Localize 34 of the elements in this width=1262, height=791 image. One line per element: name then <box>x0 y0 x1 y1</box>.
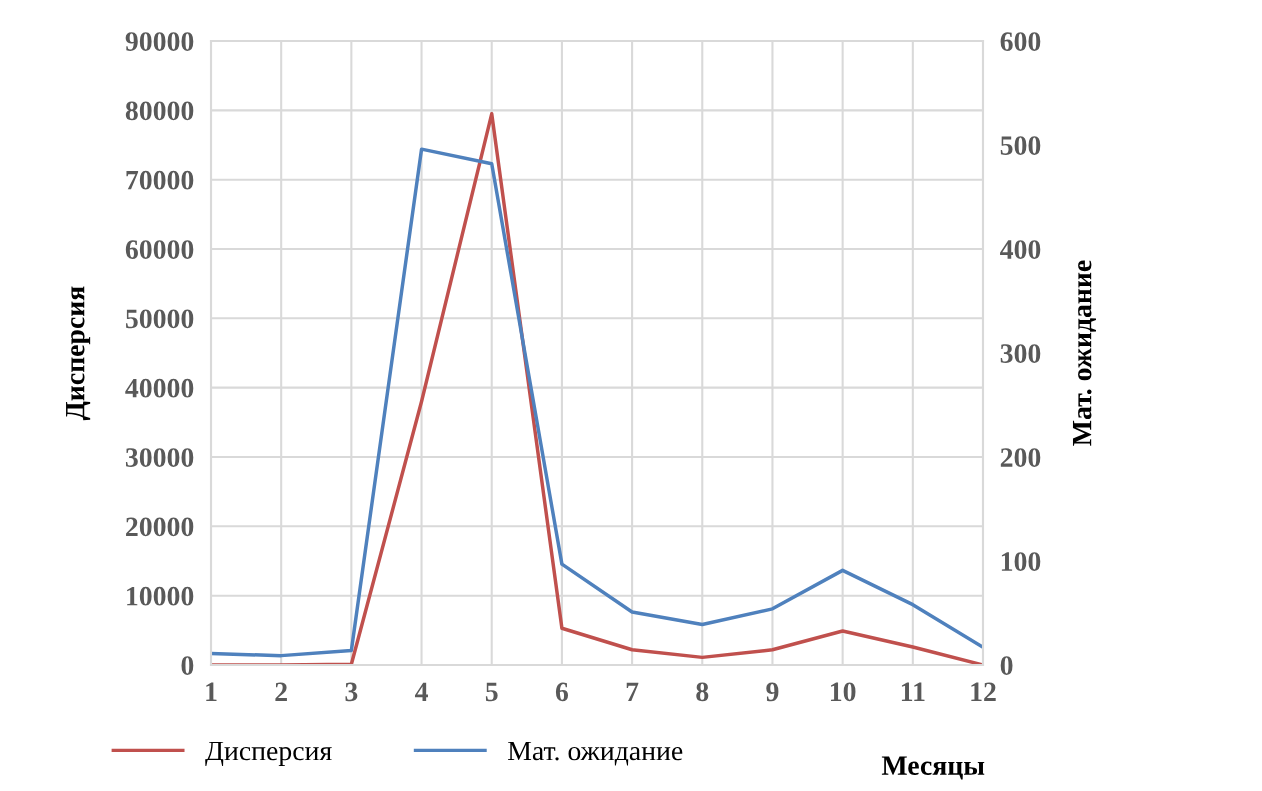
x-tick-label: 2 <box>275 682 287 701</box>
y-tick-label: 70000 <box>126 170 194 190</box>
legend-label: Мат. ожидание <box>508 741 683 766</box>
x-tick-label: 11 <box>901 682 925 701</box>
x-tick-label: 8 <box>696 682 709 702</box>
x-tick-label: 6 <box>555 682 569 702</box>
x-tick-label: 3 <box>345 682 358 702</box>
legend-label: Дисперсия <box>205 741 332 766</box>
y2-tick-label: 0 <box>1000 656 1013 675</box>
y2-tick-label: 500 <box>1000 136 1041 155</box>
y2-tick-label: 100 <box>1001 552 1041 571</box>
y-tick-label: 50000 <box>126 309 194 329</box>
y-tick-label: 10000 <box>127 586 194 606</box>
y2-axis-title: Мат. ожидание <box>1072 260 1096 446</box>
y-tick-label: 90000 <box>125 32 194 51</box>
y-axis-title: Дисперсия <box>66 286 91 421</box>
x-tick-label: 10 <box>830 682 856 702</box>
y-tick-label: 30000 <box>125 448 194 467</box>
y2-tick-label: 300 <box>1000 344 1041 363</box>
y2-tick-label: 200 <box>1000 448 1041 467</box>
y-tick-label: 0 <box>181 656 194 675</box>
x-tick-label: 12 <box>971 682 996 701</box>
x-tick-label: 4 <box>414 682 428 701</box>
x-tick-label: 1 <box>206 682 217 701</box>
x-tick-label: 5 <box>485 682 498 702</box>
x-tick-label: 9 <box>766 682 779 702</box>
y-tick-label: 40000 <box>125 378 194 398</box>
y-tick-label: 20000 <box>126 517 194 537</box>
y2-tick-label: 400 <box>1000 240 1041 259</box>
x-tick-label: 7 <box>626 682 639 701</box>
y-tick-label: 80000 <box>125 101 194 121</box>
y-tick-label: 60000 <box>125 240 194 259</box>
x-axis-title: Месяцы <box>881 756 985 780</box>
y2-tick-label: 600 <box>1000 32 1041 51</box>
